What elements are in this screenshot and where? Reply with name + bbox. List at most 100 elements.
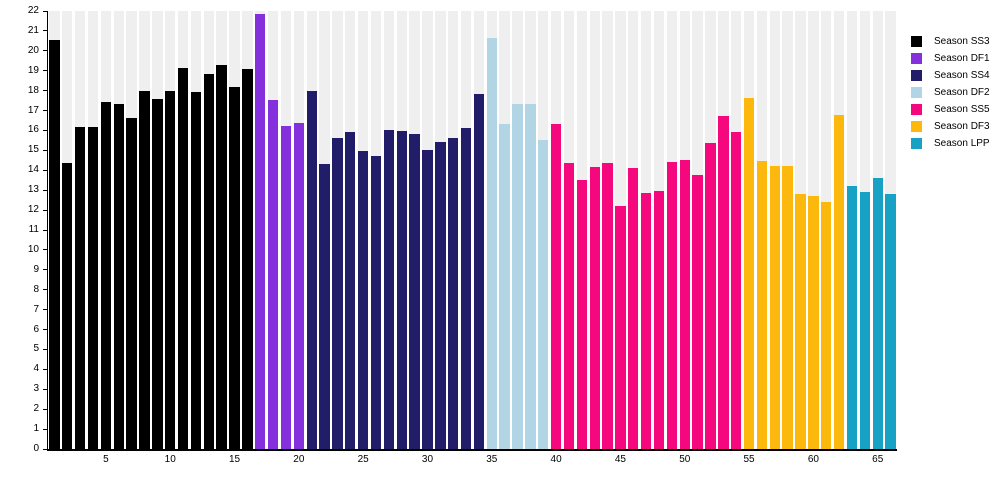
- bar-season-ss5[interactable]: [563, 163, 575, 449]
- bar-season-df1[interactable]: [267, 99, 279, 449]
- bar-season-ss3[interactable]: [113, 103, 124, 449]
- legend: Season SS3 Season DF1 Season SS4 Season DF2…: [911, 33, 990, 152]
- bar-season-ss5[interactable]: [615, 206, 626, 449]
- bar-season-ss3[interactable]: [216, 64, 227, 449]
- bar-season-ss3[interactable]: [177, 67, 189, 449]
- bar-background-column: [615, 11, 626, 449]
- legend-item-season-ss5[interactable]: Season SS5: [911, 101, 990, 118]
- bar-season-ss4[interactable]: [460, 128, 472, 449]
- bar-background-column: [357, 11, 369, 449]
- y-tick-label: 1: [33, 423, 39, 435]
- legend-item-season-lpp[interactable]: Season LPP: [911, 135, 990, 152]
- bar-season-df1[interactable]: [280, 126, 292, 449]
- bar-season-df3[interactable]: [795, 194, 806, 449]
- legend-swatch-icon: [911, 87, 922, 98]
- bar-season-ss5[interactable]: [602, 163, 613, 449]
- bar-season-ss5[interactable]: [705, 143, 716, 449]
- bar-season-ss5[interactable]: [731, 132, 742, 449]
- bar-season-ss4[interactable]: [422, 150, 433, 449]
- bar-season-df3[interactable]: [808, 196, 819, 449]
- bar-season-ss5[interactable]: [640, 193, 652, 449]
- legend-label: Season DF1: [934, 53, 990, 64]
- bar-season-ss3[interactable]: [203, 73, 214, 449]
- bar-season-ss3[interactable]: [49, 39, 60, 449]
- bar-season-ss3[interactable]: [165, 90, 176, 449]
- bar-season-ss4[interactable]: [383, 130, 395, 449]
- bar-season-ss5[interactable]: [628, 168, 639, 449]
- bar-background-column: [859, 11, 871, 449]
- bar-season-lpp[interactable]: [859, 192, 871, 449]
- bar-background-column: [62, 11, 73, 449]
- bar-season-ss4[interactable]: [345, 132, 356, 449]
- y-axis-tick: [43, 110, 48, 112]
- bar-background-column: [345, 11, 356, 449]
- bar-background-column: [795, 11, 806, 449]
- bar-season-df3[interactable]: [821, 202, 832, 449]
- legend-label: Season SS5: [934, 104, 990, 115]
- bar-season-lpp[interactable]: [846, 186, 858, 449]
- legend-item-season-ss4[interactable]: Season SS4: [911, 67, 990, 84]
- bar-season-ss3[interactable]: [242, 68, 253, 449]
- bar-background-column: [486, 11, 497, 449]
- y-tick-label: 17: [27, 104, 39, 116]
- y-axis-tick: [43, 408, 48, 410]
- bar-background-column: [396, 11, 407, 449]
- bar-season-ss3[interactable]: [229, 86, 240, 449]
- bar-season-ss4[interactable]: [448, 138, 459, 449]
- bar-season-df1[interactable]: [293, 122, 305, 449]
- bar-season-ss3[interactable]: [100, 101, 112, 449]
- bar-season-ss4[interactable]: [409, 134, 420, 449]
- bar-season-df3[interactable]: [769, 166, 780, 449]
- y-tick-label: 3: [33, 383, 39, 395]
- bar-season-df2[interactable]: [499, 124, 510, 449]
- bar-season-ss4[interactable]: [332, 138, 343, 449]
- bar-season-ss5[interactable]: [666, 162, 678, 449]
- bar-background-column: [422, 11, 433, 449]
- bar-season-ss5[interactable]: [550, 124, 562, 449]
- bar-season-ss4[interactable]: [396, 131, 407, 449]
- bar-season-ss4[interactable]: [473, 93, 485, 449]
- bar-season-lpp[interactable]: [885, 194, 896, 449]
- bar-season-ss5[interactable]: [692, 175, 703, 449]
- legend-item-season-ss3[interactable]: Season SS3: [911, 33, 990, 50]
- bar-season-ss5[interactable]: [589, 167, 600, 449]
- bar-season-ss3[interactable]: [126, 117, 137, 449]
- bar-season-df3[interactable]: [743, 97, 755, 449]
- y-tick-label: 16: [27, 124, 39, 136]
- bar-season-ss5[interactable]: [718, 115, 729, 449]
- bar-season-ss4[interactable]: [357, 151, 369, 449]
- bar-season-ss3[interactable]: [87, 127, 99, 449]
- bar-season-ss4[interactable]: [306, 90, 317, 449]
- bar-season-ss5[interactable]: [653, 191, 665, 449]
- bar-season-ss3[interactable]: [62, 163, 73, 449]
- bar-season-ss3[interactable]: [139, 90, 150, 449]
- bar-season-ss4[interactable]: [319, 164, 330, 449]
- bar-season-ss4[interactable]: [370, 156, 382, 449]
- bar-season-df2[interactable]: [486, 37, 497, 449]
- bar-background-column: [190, 11, 202, 449]
- bar-season-ss3[interactable]: [152, 98, 163, 449]
- bar-season-ss5[interactable]: [576, 180, 588, 449]
- x-tick-label: 15: [228, 454, 241, 465]
- bar-season-lpp[interactable]: [872, 178, 883, 449]
- legend-item-season-df2[interactable]: Season DF2: [911, 84, 990, 101]
- bar-season-df2[interactable]: [525, 103, 536, 449]
- bar-season-df2[interactable]: [512, 103, 523, 449]
- legend-item-season-df3[interactable]: Season DF3: [911, 118, 990, 135]
- bar-season-df3[interactable]: [833, 114, 845, 449]
- bar-season-ss3[interactable]: [190, 91, 202, 449]
- bar-season-df3[interactable]: [782, 166, 793, 449]
- bar-season-ss5[interactable]: [679, 160, 690, 449]
- legend-item-season-df1[interactable]: Season DF1: [911, 50, 990, 67]
- bar-season-df1[interactable]: [255, 14, 266, 449]
- legend-label: Season DF3: [934, 121, 990, 132]
- bar-season-df3[interactable]: [756, 161, 768, 449]
- bar-background-column: [319, 11, 330, 449]
- y-tick-label: 13: [27, 184, 39, 196]
- bar-background-column: [448, 11, 459, 449]
- y-axis-tick: [43, 70, 48, 72]
- bar-season-ss3[interactable]: [74, 127, 86, 449]
- bar-season-df2[interactable]: [538, 140, 549, 449]
- bar-background-column: [113, 11, 124, 449]
- bar-season-ss4[interactable]: [435, 142, 446, 449]
